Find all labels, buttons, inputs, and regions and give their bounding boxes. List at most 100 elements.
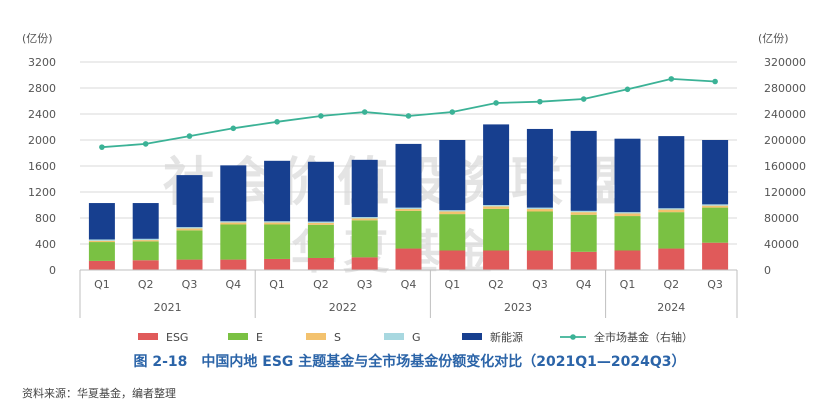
line-series <box>99 76 718 150</box>
bar-segment-esg <box>88 260 115 270</box>
legend-label: G <box>412 331 421 344</box>
bar-segment-s <box>570 212 597 215</box>
bar-segment-e <box>307 224 334 258</box>
bar-segment-esg <box>132 260 159 270</box>
legend-swatch <box>462 333 482 340</box>
bar-segment-esg <box>176 259 203 270</box>
bar-segment-g <box>307 221 334 223</box>
bar-segment-s <box>395 208 422 211</box>
bar-segment-e <box>176 230 203 260</box>
bar-segment-esg <box>439 250 466 270</box>
bar-segment-esg <box>351 257 378 270</box>
line-point <box>712 78 718 85</box>
bar-segment-e <box>264 224 291 259</box>
bar-segment-s <box>483 206 510 209</box>
bar-segment-e <box>526 211 553 251</box>
bar-segment-g <box>526 207 553 209</box>
bar-segment-g <box>439 210 466 212</box>
bar-segment-s <box>351 218 378 221</box>
bar-segment-new-energy <box>220 165 247 222</box>
bar-segment-e <box>88 242 115 261</box>
bar-segment-g <box>395 207 422 209</box>
legend-label: E <box>256 331 263 344</box>
year-label: 2021 <box>154 301 182 314</box>
bar-segment-g <box>220 221 247 223</box>
legend-swatch <box>384 333 404 340</box>
bar-segment-s <box>702 205 729 208</box>
bar-segment-e <box>614 216 641 251</box>
line-point <box>493 100 499 106</box>
left-tick-label: 400 <box>35 238 56 251</box>
quarter-label: Q1 <box>269 278 285 291</box>
year-label: 2022 <box>329 301 357 314</box>
quarter-label: Q2 <box>488 278 504 291</box>
bar-segment-s <box>220 222 247 225</box>
right-tick-label: 200000 <box>764 134 806 147</box>
bar-segment-g <box>702 204 729 206</box>
line-point <box>624 86 631 93</box>
line-point <box>580 96 587 102</box>
source-note: 资料来源：华夏基金，编者整理 <box>22 387 176 400</box>
bar-segment-new-energy <box>570 130 597 211</box>
right-axis-unit: (亿份) <box>758 32 789 45</box>
right-tick-label: 0 <box>764 264 771 277</box>
left-tick-label: 0 <box>49 264 56 277</box>
bar-segment-esg <box>264 258 291 270</box>
legend-line-marker <box>570 334 576 340</box>
bar-segment-new-energy <box>658 136 685 209</box>
year-label: 2024 <box>657 301 685 314</box>
bar-segment-esg <box>658 248 685 270</box>
bar-segment-new-energy <box>439 140 466 211</box>
right-tick-label: 240000 <box>764 108 806 121</box>
right-tick-label: 80000 <box>764 212 799 225</box>
line-market-funds <box>101 77 716 149</box>
bar-segment-new-energy <box>307 161 334 222</box>
quarter-label: Q1 <box>444 278 460 291</box>
bar-segment-e <box>220 224 247 260</box>
legend-swatch <box>306 333 326 340</box>
bar-segment-esg <box>220 259 247 270</box>
bar-segment-g <box>264 221 291 223</box>
right-axis-ticks: 0 40000 80000 120000 160000 200000 240000 28000… <box>764 56 806 277</box>
quarter-label: Q3 <box>707 278 723 291</box>
legend-label: 新能源 <box>490 330 523 344</box>
bar-segment-s <box>132 240 159 242</box>
bar-segment-s <box>614 213 641 217</box>
line-point <box>449 109 456 115</box>
bar-segment-g <box>483 205 510 207</box>
bar-segment-esg <box>395 248 422 270</box>
bar-segment-e <box>658 212 685 249</box>
line-point <box>318 113 324 119</box>
legend-label: S <box>334 331 341 344</box>
right-tick-label: 120000 <box>764 186 806 199</box>
bar-segment-esg <box>702 242 729 270</box>
bar-segment-g <box>614 212 641 214</box>
left-tick-label: 1200 <box>28 186 56 199</box>
bar-segment-e <box>702 207 729 243</box>
bar-segment-new-energy <box>526 128 553 208</box>
bar-segment-new-energy <box>88 203 115 240</box>
bars <box>88 124 729 270</box>
bar-segment-g <box>88 239 115 241</box>
bar-segment-s <box>88 240 115 243</box>
bar-segment-new-energy <box>702 140 729 205</box>
quarter-label: Q3 <box>182 278 198 291</box>
bar-segment-s <box>176 228 203 231</box>
bar-segment-esg <box>614 250 641 270</box>
bar-segment-new-energy <box>395 143 422 208</box>
line-point <box>537 98 543 105</box>
left-tick-label: 2400 <box>28 108 56 121</box>
bar-segment-g <box>658 208 685 210</box>
bar-segment-new-energy <box>614 138 641 213</box>
quarter-label: Q3 <box>357 278 373 291</box>
right-tick-label: 320000 <box>764 56 806 69</box>
bar-segment-new-energy <box>483 124 510 205</box>
left-axis-unit: (亿份) <box>22 32 53 45</box>
quarter-label: Q3 <box>532 278 548 291</box>
quarter-label: Q4 <box>576 278 592 291</box>
bar-segment-new-energy <box>351 159 378 218</box>
figure-caption: 图 2-18 中国内地 ESG 主题基金与全市场基金份额变化对比（2021Q1—… <box>133 354 686 370</box>
legend-label: 全市场基金（右轴） <box>594 330 693 344</box>
bar-segment-esg <box>526 250 553 270</box>
